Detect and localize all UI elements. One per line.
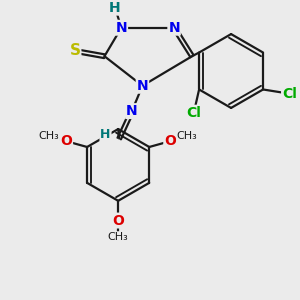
Text: N: N: [116, 21, 127, 35]
Text: N: N: [168, 21, 180, 35]
Text: N: N: [136, 79, 148, 93]
Text: S: S: [69, 44, 80, 59]
Text: CH₃: CH₃: [177, 131, 198, 141]
Text: Cl: Cl: [282, 87, 297, 101]
Text: H: H: [109, 1, 121, 15]
Text: H: H: [100, 128, 111, 141]
Text: N: N: [126, 104, 138, 118]
Text: O: O: [164, 134, 176, 148]
Text: O: O: [112, 214, 124, 227]
Text: Cl: Cl: [186, 106, 201, 120]
Text: CH₃: CH₃: [39, 131, 59, 141]
Text: O: O: [60, 134, 72, 148]
Text: CH₃: CH₃: [108, 232, 128, 242]
